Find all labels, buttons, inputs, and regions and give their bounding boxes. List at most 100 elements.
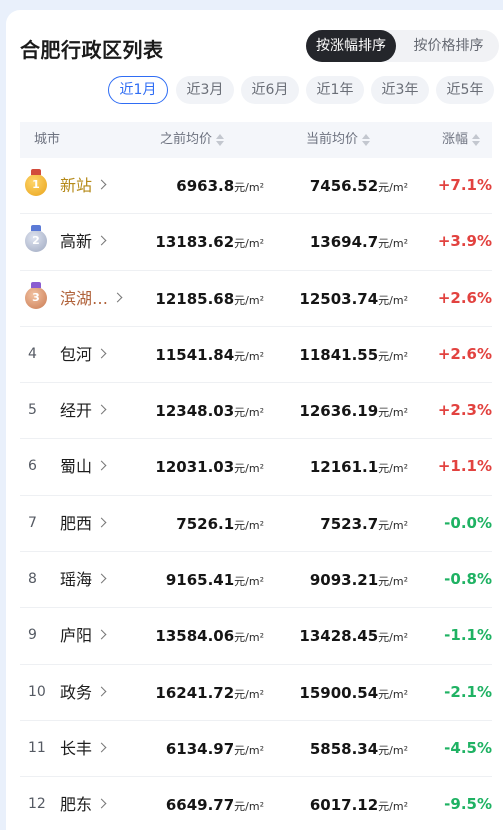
chevron-right-icon bbox=[96, 179, 107, 190]
change-percent: -1.1% bbox=[444, 626, 492, 645]
change-percent: +2.3% bbox=[437, 401, 492, 420]
chevron-right-icon bbox=[96, 573, 107, 584]
prev-price-value: 6649.77 bbox=[165, 796, 235, 815]
chevron-right-icon bbox=[96, 461, 107, 471]
chevron-right-icon bbox=[96, 404, 107, 415]
tab-period-3m[interactable]: 近3月 bbox=[176, 76, 234, 104]
table-row[interactable]: 11 长丰 6134.97元/m² 5858.34元/m² -4.5% bbox=[20, 721, 492, 778]
sort-toggle: 按涨幅排序 按价格排序 bbox=[306, 30, 499, 62]
prev-price-value: 12348.03 bbox=[155, 402, 235, 421]
table-row[interactable]: 1 新站 6963.8元/m² 7456.52元/m² +7.1% bbox=[20, 158, 492, 215]
price-unit: 元/m² bbox=[378, 743, 408, 757]
rank-number: 6 bbox=[28, 458, 37, 475]
district-name-link[interactable]: 肥东 bbox=[60, 777, 107, 830]
rank-number: 11 bbox=[28, 739, 46, 756]
change-percent: -9.5% bbox=[444, 795, 492, 814]
curr-price: 7523.7元/m² bbox=[320, 496, 408, 551]
header-city: 城市 bbox=[34, 132, 61, 147]
table-row[interactable]: 5 经开 12348.03元/m² 12636.19元/m² +2.3% bbox=[20, 383, 492, 440]
chevron-right-icon bbox=[96, 235, 107, 246]
sort-by-price-button[interactable]: 按价格排序 bbox=[413, 38, 484, 54]
prev-price: 6649.77元/m² bbox=[166, 777, 264, 830]
prev-price-value: 6963.8 bbox=[176, 177, 235, 195]
price-unit: 元/m² bbox=[378, 293, 408, 307]
tab-period-3y[interactable]: 近3年 bbox=[371, 76, 429, 104]
district-name-link[interactable]: 包河 bbox=[60, 327, 107, 382]
prev-price-value: 13584.06 bbox=[155, 627, 235, 646]
table-row[interactable]: 10 政务 16241.72元/m² 15900.54元/m² -2.1% bbox=[20, 665, 492, 721]
table-row[interactable]: 9 庐阳 13584.06元/m² 13428.45元/m² -1.1% bbox=[20, 608, 492, 665]
curr-price: 12503.74元/m² bbox=[299, 271, 408, 326]
price-unit: 元/m² bbox=[378, 631, 408, 645]
curr-price: 7456.52元/m² bbox=[310, 158, 408, 213]
rank-number: 3 bbox=[32, 290, 40, 304]
header-prev-price[interactable]: 之前均价 bbox=[160, 122, 225, 158]
change-percent: +2.6% bbox=[437, 344, 492, 363]
district-name-link[interactable]: 瑶海 bbox=[60, 552, 107, 607]
sort-arrows-icon bbox=[472, 133, 481, 146]
sort-arrows-icon bbox=[362, 133, 371, 146]
price-unit: 元/m² bbox=[378, 518, 408, 532]
price-unit: 元/m² bbox=[378, 687, 408, 701]
chevron-right-icon bbox=[112, 292, 123, 303]
table-row[interactable]: 6 蜀山 12031.03元/m² 12161.1元/m² +1.1% bbox=[20, 439, 492, 496]
prev-price: 12031.03元/m² bbox=[155, 439, 264, 494]
curr-price: 13428.45元/m² bbox=[299, 608, 408, 663]
table-row[interactable]: 2 高新 13183.62元/m² 13694.7元/m² +3.9% bbox=[20, 214, 492, 271]
table-row[interactable]: 3 滨湖… 12185.68元/m² 12503.74元/m² +2.6% bbox=[20, 271, 492, 327]
rank-number: 5 bbox=[28, 402, 37, 419]
price-unit: 元/m² bbox=[378, 181, 408, 194]
district-name: 包河 bbox=[60, 344, 93, 364]
prev-price-value: 11541.84 bbox=[155, 345, 235, 364]
table-row[interactable]: 4 包河 11541.84元/m² 11841.55元/m² +2.6% bbox=[20, 327, 492, 384]
district-name-link[interactable]: 滨湖… bbox=[60, 271, 123, 326]
curr-price: 12161.1元/m² bbox=[310, 439, 408, 494]
sort-by-change-button[interactable]: 按涨幅排序 bbox=[306, 30, 396, 62]
district-name-link[interactable]: 长丰 bbox=[60, 721, 107, 776]
prev-price: 13584.06元/m² bbox=[155, 608, 264, 663]
rank-number: 7 bbox=[28, 514, 37, 531]
district-name-link[interactable]: 政务 bbox=[60, 665, 107, 720]
curr-price: 11841.55元/m² bbox=[299, 327, 408, 382]
district-name: 滨湖… bbox=[60, 288, 109, 308]
district-name: 经开 bbox=[60, 401, 93, 421]
rank-number: 2 bbox=[32, 234, 40, 248]
medal-icon: 1 bbox=[25, 169, 47, 196]
curr-price-value: 7523.7 bbox=[320, 514, 379, 533]
curr-price: 13694.7元/m² bbox=[310, 214, 408, 269]
district-name: 政务 bbox=[60, 682, 93, 702]
price-unit: 元/m² bbox=[234, 406, 264, 420]
district-name-link[interactable]: 经开 bbox=[60, 383, 107, 438]
district-name-link[interactable]: 高新 bbox=[60, 214, 107, 269]
header-change[interactable]: 涨幅 bbox=[442, 122, 481, 158]
chevron-right-icon bbox=[96, 686, 107, 697]
curr-price-value: 15900.54 bbox=[299, 683, 379, 702]
district-name-link[interactable]: 新站 bbox=[60, 158, 107, 213]
tab-period-6m[interactable]: 近6月 bbox=[241, 76, 299, 104]
district-name-link[interactable]: 肥西 bbox=[60, 496, 107, 551]
prev-price-value: 12185.68 bbox=[155, 289, 235, 308]
chevron-right-icon bbox=[96, 629, 107, 640]
table-header: 城市 之前均价 当前均价 涨幅 bbox=[20, 122, 492, 158]
table-row[interactable]: 7 肥西 7526.1元/m² 7523.7元/m² -0.0% bbox=[20, 496, 492, 553]
tab-period-1m[interactable]: 近1月 bbox=[108, 76, 168, 104]
medal-icon: 3 bbox=[25, 281, 47, 309]
price-unit: 元/m² bbox=[378, 800, 408, 814]
district-name-link[interactable]: 庐阳 bbox=[60, 608, 107, 663]
district-name-link[interactable]: 蜀山 bbox=[60, 439, 107, 494]
prev-price: 13183.62元/m² bbox=[155, 214, 264, 269]
table-row[interactable]: 12 肥东 6649.77元/m² 6017.12元/m² -9.5% bbox=[20, 777, 492, 830]
curr-price-value: 5858.34 bbox=[309, 739, 379, 758]
tab-period-1y[interactable]: 近1年 bbox=[306, 76, 364, 104]
table-row[interactable]: 8 瑶海 9165.41元/m² 9093.21元/m² -0.8% bbox=[20, 552, 492, 609]
tab-period-5y[interactable]: 近5年 bbox=[436, 76, 494, 104]
prev-price: 11541.84元/m² bbox=[155, 327, 264, 382]
curr-price: 5858.34元/m² bbox=[310, 721, 408, 776]
rank-number: 4 bbox=[28, 345, 37, 362]
district-name: 庐阳 bbox=[60, 626, 93, 646]
price-unit: 元/m² bbox=[234, 237, 264, 251]
header-curr-price[interactable]: 当前均价 bbox=[306, 122, 371, 158]
district-name: 瑶海 bbox=[60, 570, 93, 590]
change-percent: +1.1% bbox=[437, 457, 492, 476]
curr-price: 9093.21元/m² bbox=[310, 552, 408, 607]
